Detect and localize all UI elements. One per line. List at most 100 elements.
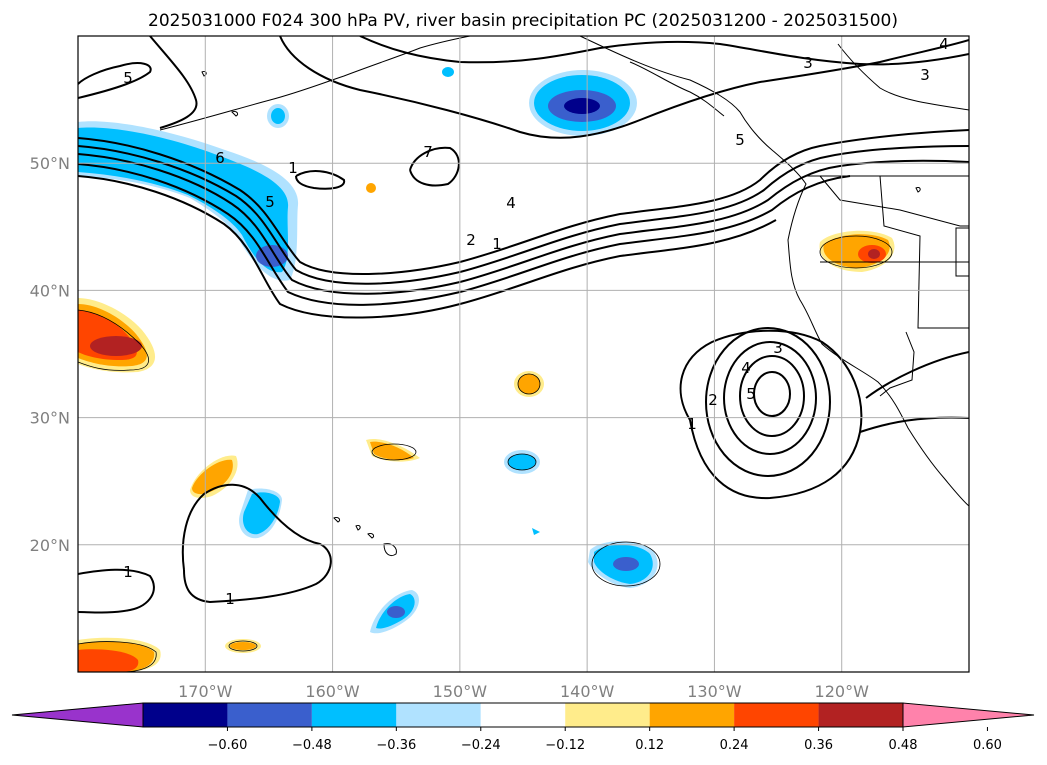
state-border bbox=[879, 175, 969, 329]
pv-contour-line bbox=[705, 327, 831, 477]
precip-shading bbox=[78, 67, 895, 672]
precip-outline bbox=[819, 235, 893, 269]
precip-outline bbox=[371, 443, 417, 461]
island bbox=[201, 71, 207, 77]
precip-blob-positive bbox=[370, 441, 414, 461]
pv-contour-line bbox=[78, 62, 152, 99]
colorbar-segment bbox=[396, 703, 481, 727]
lon-tick-label: 170°W bbox=[178, 682, 233, 701]
pv-contour-line bbox=[409, 146, 460, 187]
pv-contour-line bbox=[78, 129, 969, 276]
pv-contour-line bbox=[359, 36, 969, 66]
pv-contour-line bbox=[78, 145, 969, 285]
gridlines bbox=[78, 36, 969, 672]
colorbar-segment bbox=[227, 703, 312, 727]
contour-label: 4 bbox=[741, 359, 751, 377]
colorbar-tick-label: −0.12 bbox=[545, 738, 585, 753]
contour-label: 4 bbox=[506, 194, 516, 212]
contour-label: 4 bbox=[939, 35, 949, 53]
longitude-axis: 170°W 160°W 150°W 140°W 130°W 120°W bbox=[178, 682, 869, 701]
precip-outlines bbox=[78, 235, 893, 672]
pv-contour-line bbox=[723, 341, 817, 455]
island bbox=[383, 543, 397, 557]
precip-blob-positive bbox=[90, 336, 142, 356]
precip-blob-negative bbox=[387, 606, 405, 618]
lat-tick-label: 50°N bbox=[30, 154, 70, 173]
colorbar: −0.60 −0.48 −0.36 −0.24 −0.12 0.12 0.24 0.36 0.4… bbox=[11, 702, 1035, 753]
pv-contour-line bbox=[78, 175, 777, 319]
colorbar-tick-label: 0.24 bbox=[720, 738, 749, 753]
coastline bbox=[629, 61, 725, 117]
island bbox=[367, 533, 375, 539]
pv-contour-line bbox=[149, 36, 198, 129]
precip-outline bbox=[591, 541, 661, 587]
island bbox=[915, 187, 921, 193]
precip-outline bbox=[78, 641, 157, 672]
island bbox=[231, 111, 239, 117]
precip-blob-negative bbox=[532, 528, 540, 535]
lon-tick-label: 120°W bbox=[815, 682, 870, 701]
pv-contours bbox=[78, 36, 969, 614]
contour-label: 2 bbox=[708, 391, 718, 409]
precip-outline bbox=[507, 453, 537, 471]
coastline bbox=[955, 227, 969, 277]
pv-contour-line bbox=[679, 329, 863, 500]
map-panel bbox=[78, 36, 969, 672]
contour-label: 7 bbox=[423, 143, 433, 161]
lon-tick-label: 130°W bbox=[687, 682, 742, 701]
contour-label: 5 bbox=[735, 131, 745, 149]
lon-tick-label: 140°W bbox=[560, 682, 615, 701]
precip-blob-positive bbox=[518, 374, 540, 394]
lat-tick-label: 20°N bbox=[30, 536, 70, 555]
colorbar-tick-label: −0.36 bbox=[376, 738, 416, 753]
island bbox=[355, 525, 361, 531]
contour-label: 5 bbox=[265, 193, 275, 211]
contour-label: 1 bbox=[225, 590, 235, 608]
colorbar-segment bbox=[480, 703, 566, 727]
contour-label: 5 bbox=[746, 385, 756, 403]
colorbar-tick-label: 0.12 bbox=[635, 738, 664, 753]
coastline bbox=[837, 43, 969, 111]
coastline bbox=[159, 36, 471, 131]
map-frame bbox=[77, 35, 970, 673]
colorbar-tick-label: 0.36 bbox=[804, 738, 833, 753]
state-border bbox=[879, 331, 915, 397]
contour-label: 2 bbox=[466, 231, 476, 249]
precip-outline bbox=[78, 309, 150, 371]
lon-tick-label: 160°W bbox=[305, 682, 360, 701]
lat-tick-label: 40°N bbox=[30, 281, 70, 300]
map-title: 2025031000 F024 300 hPa PV, river basin … bbox=[148, 11, 898, 31]
colorbar-tick-label: −0.60 bbox=[208, 738, 248, 753]
precip-outline bbox=[517, 373, 541, 395]
latitude-axis: 50°N 40°N 30°N 20°N bbox=[30, 154, 70, 555]
colorbar-segment bbox=[565, 703, 650, 727]
contour-label: 3 bbox=[803, 54, 813, 72]
colorbar-segment bbox=[734, 703, 819, 727]
precip-blob-negative bbox=[271, 108, 285, 124]
pv-contour-line bbox=[78, 568, 155, 614]
contour-label: 6 bbox=[215, 149, 225, 167]
pv-contour-line bbox=[295, 170, 346, 190]
precip-blob-negative bbox=[78, 127, 289, 273]
precip-outline bbox=[228, 640, 258, 652]
contour-label: 1 bbox=[288, 159, 298, 177]
contour-label: 1 bbox=[492, 235, 502, 253]
coastlines bbox=[159, 36, 969, 507]
colorbar-segment bbox=[311, 703, 397, 727]
colorbar-segment bbox=[818, 703, 903, 727]
pv-contour-line bbox=[279, 36, 969, 139]
pv-contour-line bbox=[78, 153, 969, 295]
precip-blob-negative bbox=[508, 454, 536, 470]
pv-contour-line bbox=[739, 355, 805, 437]
contour-label: 3 bbox=[773, 339, 783, 357]
precip-blob-positive bbox=[78, 649, 139, 672]
lon-tick-label: 150°W bbox=[433, 682, 488, 701]
colorbar-tick-label: −0.24 bbox=[461, 738, 501, 753]
colorbar-segment bbox=[649, 703, 735, 727]
colorbar-frame bbox=[142, 702, 904, 728]
lat-tick-label: 30°N bbox=[30, 409, 70, 428]
state-border bbox=[819, 175, 969, 227]
pv-contour-line bbox=[181, 483, 332, 604]
